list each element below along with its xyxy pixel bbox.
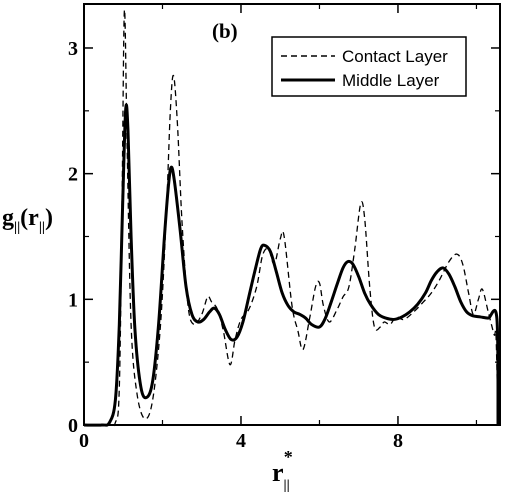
legend-label-contact-layer: Contact Layer [342,47,448,66]
axis-tick-labels: 0 4 8 0 1 2 3 [68,38,403,452]
legend-box [271,36,467,97]
x-tick-label: 4 [236,430,246,452]
panel-label: (b) [212,19,238,43]
plot-border [83,3,501,426]
series-line-middle-layer [83,103,500,427]
y-tick-label: 1 [68,289,78,311]
y-axis-title: g||(r||) [2,205,53,235]
plot-frame [83,3,501,426]
y-tick-label: 0 [68,415,78,437]
legend-label-middle-layer: Middle Layer [342,71,440,90]
y-tick-label: 3 [68,38,78,60]
x-tick-label: 0 [79,430,89,452]
x-axis-title: r||* [272,447,293,493]
series-line-contact-layer [83,9,499,427]
series-layer [83,9,500,427]
y-tick-label: 2 [68,164,78,186]
x-tick-label: 8 [393,430,403,452]
legend: Contact Layer Middle Layer [271,36,467,97]
